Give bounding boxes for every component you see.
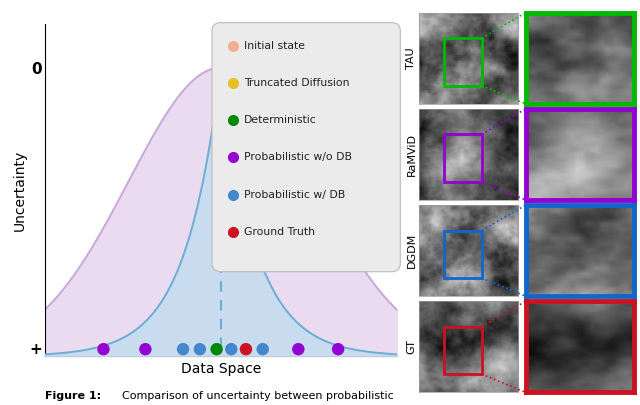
- Text: Truncated Diffusion: Truncated Diffusion: [244, 78, 349, 88]
- Point: [216, 215, 226, 221]
- Bar: [444, 230, 482, 278]
- Y-axis label: Uncertainty: Uncertainty: [13, 150, 26, 231]
- Text: Ground Truth: Ground Truth: [244, 227, 315, 237]
- Point: [333, 346, 343, 352]
- Point: [241, 346, 251, 352]
- Y-axis label: DGDM: DGDM: [406, 233, 417, 268]
- Y-axis label: GT: GT: [406, 339, 417, 354]
- Point: [195, 346, 205, 352]
- Bar: [444, 327, 482, 374]
- Bar: [444, 38, 482, 85]
- Point: [216, 64, 226, 71]
- Point: [211, 346, 221, 352]
- Text: Comparison of uncertainty between probabilistic: Comparison of uncertainty between probab…: [122, 391, 394, 401]
- Text: Figure 1:: Figure 1:: [45, 391, 101, 401]
- Text: Deterministic: Deterministic: [244, 115, 316, 125]
- X-axis label: Data Space: Data Space: [180, 362, 261, 376]
- Point: [257, 346, 268, 352]
- FancyBboxPatch shape: [212, 23, 401, 272]
- Text: Initial state: Initial state: [244, 41, 305, 51]
- Text: Probabilistic w/ DB: Probabilistic w/ DB: [244, 190, 345, 200]
- Point: [226, 346, 236, 352]
- Y-axis label: TAU: TAU: [406, 47, 417, 69]
- Point: [99, 346, 109, 352]
- Point: [293, 346, 303, 352]
- Text: Probabilistic w/o DB: Probabilistic w/o DB: [244, 152, 352, 162]
- Y-axis label: RaMViD: RaMViD: [406, 133, 417, 176]
- Point: [140, 346, 150, 352]
- Bar: [444, 134, 482, 182]
- Point: [178, 346, 188, 352]
